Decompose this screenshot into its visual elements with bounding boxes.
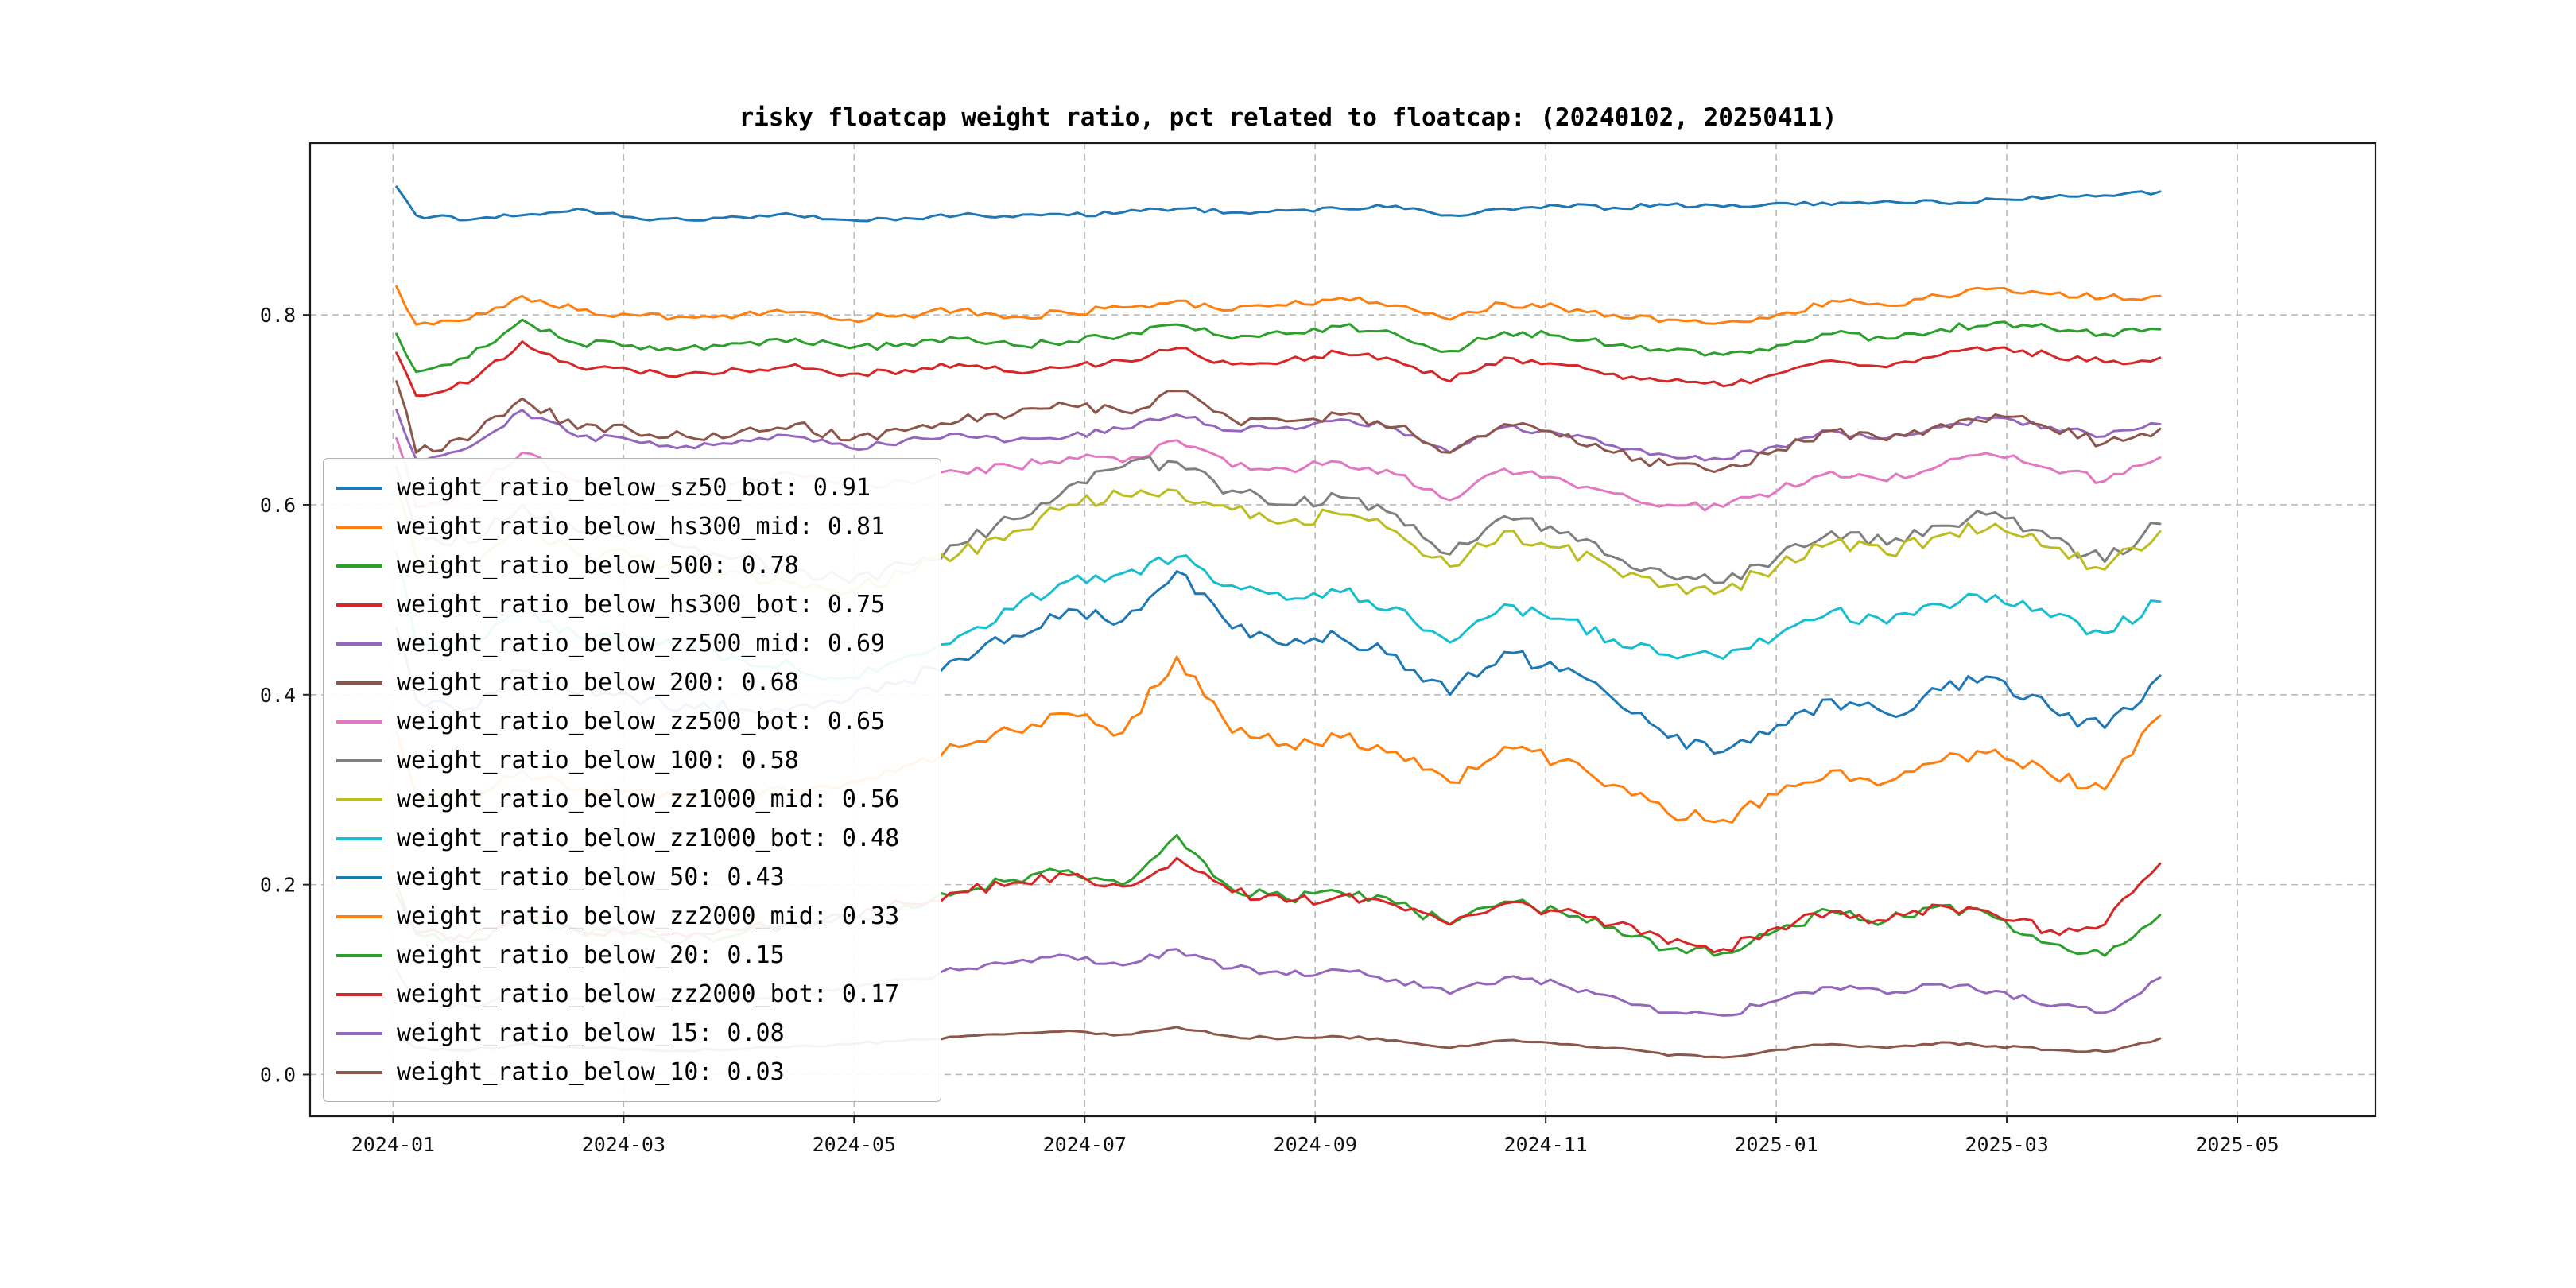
legend-label: weight_ratio_below_hs300_bot: 0.75 [397, 591, 886, 619]
x-tick-label: 2024-03 [582, 1133, 665, 1156]
legend-label: weight_ratio_below_zz500_mid: 0.69 [397, 630, 886, 658]
legend-item: weight_ratio_below_zz1000_bot: 0.48 [336, 819, 928, 858]
x-tick-label: 2025-05 [2195, 1133, 2279, 1156]
legend-line-sample [336, 720, 382, 724]
legend-item: weight_ratio_below_10: 0.03 [336, 1053, 928, 1092]
legend-label: weight_ratio_below_hs300_mid: 0.81 [397, 513, 886, 541]
legend-line-sample [336, 1070, 382, 1074]
legend-item: weight_ratio_below_200: 0.68 [336, 663, 928, 702]
legend-item: weight_ratio_below_15: 0.08 [336, 1014, 928, 1053]
x-tick-label: 2024-07 [1043, 1133, 1127, 1156]
legend-line-sample [336, 525, 382, 529]
legend-item: weight_ratio_below_hs300_bot: 0.75 [336, 585, 928, 624]
x-tick-label: 2024-11 [1503, 1133, 1587, 1156]
legend-line-sample [336, 642, 382, 646]
legend-line-sample [336, 875, 382, 879]
legend-label: weight_ratio_below_100: 0.58 [397, 747, 799, 774]
legend-item: weight_ratio_below_50: 0.43 [336, 858, 928, 897]
y-tick-label: 0.2 [260, 874, 296, 897]
legend-item: weight_ratio_below_zz500_bot: 0.65 [336, 702, 928, 741]
legend-label: weight_ratio_below_200: 0.68 [397, 669, 799, 696]
legend-line-sample [336, 603, 382, 607]
legend-line-sample [336, 992, 382, 996]
legend-line-sample [336, 486, 382, 490]
legend-label: weight_ratio_below_zz2000_mid: 0.33 [397, 902, 900, 930]
legend-label: weight_ratio_below_zz1000_bot: 0.48 [397, 824, 900, 852]
x-tick-label: 2024-01 [351, 1133, 435, 1156]
legend-label: weight_ratio_below_zz2000_bot: 0.17 [397, 980, 900, 1008]
legend-label: weight_ratio_below_sz50_bot: 0.91 [397, 474, 871, 502]
legend-item: weight_ratio_below_zz2000_mid: 0.33 [336, 897, 928, 936]
legend-line-sample [336, 681, 382, 685]
legend-label: weight_ratio_below_15: 0.08 [397, 1019, 785, 1047]
legend-item: weight_ratio_below_100: 0.58 [336, 741, 928, 780]
legend-label: weight_ratio_below_50: 0.43 [397, 863, 785, 891]
legend-line-sample [336, 953, 382, 957]
legend-item: weight_ratio_below_zz500_mid: 0.69 [336, 624, 928, 663]
series-line-weight_ratio_below_hs300_mid [395, 285, 2162, 326]
legend-label: weight_ratio_below_10: 0.03 [397, 1058, 785, 1086]
y-tick-label: 0.8 [260, 304, 296, 327]
legend-line-sample [336, 758, 382, 762]
series-line-weight_ratio_below_hs300_bot [395, 340, 2162, 398]
chart-title: risky floatcap weight ratio, pct related… [739, 103, 1837, 132]
series-line-weight_ratio_below_sz50_bot [395, 185, 2162, 223]
series-line-weight_ratio_below_500 [395, 318, 2162, 374]
plot-frame [308, 142, 2377, 1118]
legend-line-sample [336, 1031, 382, 1035]
legend-line-sample [336, 797, 382, 801]
y-tick-label: 0.0 [260, 1063, 296, 1086]
legend-item: weight_ratio_below_hs300_mid: 0.81 [336, 507, 928, 546]
x-tick-label: 2025-01 [1734, 1133, 1818, 1156]
legend-label: weight_ratio_below_zz1000_mid: 0.56 [397, 786, 900, 813]
legend-label: weight_ratio_below_zz500_bot: 0.65 [397, 708, 886, 735]
legend-item: weight_ratio_below_zz2000_bot: 0.17 [336, 975, 928, 1014]
legend-line-sample [336, 564, 382, 568]
x-tick-label: 2024-05 [813, 1133, 896, 1156]
legend-line-sample [336, 914, 382, 918]
legend-label: weight_ratio_below_20: 0.15 [397, 941, 785, 969]
y-tick-label: 0.6 [260, 494, 296, 517]
series-line-weight_ratio_below_200 [395, 380, 2162, 474]
x-tick-label: 2024-09 [1274, 1133, 1357, 1156]
series-line-weight_ratio_below_zz500_mid [395, 409, 2162, 462]
x-tick-label: 2025-03 [1965, 1133, 2048, 1156]
legend-line-sample [336, 836, 382, 840]
y-tick-label: 0.4 [260, 684, 296, 707]
legend-item: weight_ratio_below_sz50_bot: 0.91 [336, 468, 928, 507]
legend: weight_ratio_below_sz50_bot: 0.91 weight_… [323, 458, 941, 1102]
legend-item: weight_ratio_below_500: 0.78 [336, 546, 928, 585]
legend-item: weight_ratio_below_zz1000_mid: 0.56 [336, 780, 928, 819]
legend-label: weight_ratio_below_500: 0.78 [397, 552, 799, 580]
legend-item: weight_ratio_below_20: 0.15 [336, 936, 928, 975]
